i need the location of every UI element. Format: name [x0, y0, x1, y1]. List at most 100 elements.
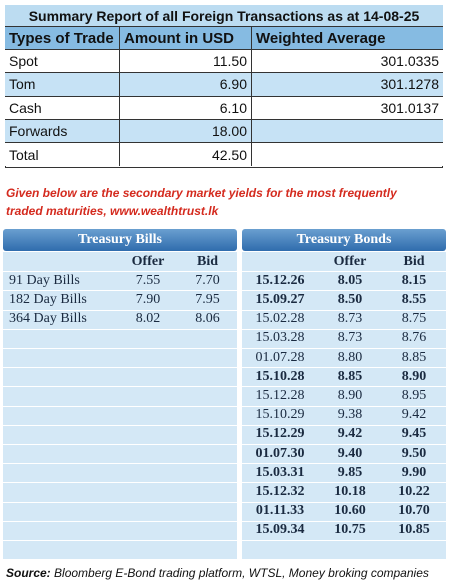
bond-yield: 9.42: [401, 407, 427, 423]
bond-yield: 9.90: [401, 464, 427, 480]
bond-yield: 8.76: [401, 330, 427, 346]
bond-yield: 9.85: [337, 464, 363, 480]
summary-header: Weighted Average: [252, 27, 443, 51]
row-divider: [242, 520, 446, 522]
trade-type: Tom: [5, 73, 120, 97]
row-divider: [242, 424, 446, 426]
row-divider: [3, 482, 237, 484]
trade-type: Forwards: [5, 119, 120, 143]
row-divider: [3, 463, 237, 465]
row-divider: [3, 328, 237, 330]
bill-yield: 8.02: [135, 311, 161, 327]
bond-yield: 9.42: [337, 426, 363, 442]
note-line: Given below are the secondary market yie…: [6, 186, 397, 200]
trade-type: Total: [5, 143, 120, 167]
bond-maturity: 15.03.31: [255, 464, 305, 480]
summary-value: 11.50: [120, 50, 252, 74]
bond-yield: 10.70: [398, 503, 430, 519]
row-divider: [3, 444, 237, 445]
row-divider: [242, 482, 446, 484]
bond-yield: 8.73: [337, 311, 363, 327]
bond-yield: 10.85: [398, 522, 430, 538]
row-divider: [3, 309, 237, 311]
bond-maturity: 01.11.33: [255, 503, 305, 519]
row-divider: [3, 501, 237, 503]
row-divider: [3, 367, 237, 369]
bills-header: Offer: [131, 253, 165, 269]
summary-value: 301.0335: [252, 50, 443, 74]
bond-maturity: 15.09.34: [255, 522, 305, 538]
bond-maturity: 01.07.28: [255, 349, 305, 365]
bill-yield: 7.95: [195, 291, 220, 307]
bond-yield: 10.60: [334, 503, 366, 519]
bonds-title: Treasury Bonds: [242, 229, 446, 251]
bond-yield: 10.18: [334, 483, 366, 499]
bond-yield: 9.40: [337, 445, 363, 461]
bond-yield: 8.90: [337, 387, 363, 403]
row-divider: [3, 386, 237, 388]
summary-value: 42.50: [120, 143, 252, 167]
bond-maturity: 15.12.28: [255, 387, 305, 403]
bonds-header: Bid: [403, 253, 425, 269]
row-divider: [242, 348, 446, 349]
summary-value: 301.0137: [252, 96, 443, 120]
bill-tenor: 91 Day Bills: [9, 272, 80, 288]
bond-yield: 8.75: [401, 311, 427, 327]
bond-maturity: 01.07.30: [255, 445, 305, 461]
bond-yield: 8.85: [337, 368, 363, 384]
bond-yield: 9.45: [401, 426, 427, 442]
source-text: Bloomberg E-Bond trading platform, WTSL,…: [54, 566, 429, 580]
bond-maturity: 15.12.32: [255, 483, 305, 499]
summary-header: Types of Trade: [5, 27, 120, 51]
summary-title: Summary Report of all Foreign Transactio…: [5, 5, 443, 27]
bond-yield: 8.55: [401, 291, 427, 307]
row-divider: [3, 424, 237, 426]
row-divider: [242, 271, 446, 273]
row-divider: [242, 328, 446, 330]
row-divider: [242, 501, 446, 503]
bond-yield: 8.73: [337, 330, 363, 346]
row-divider: [242, 386, 446, 388]
row-divider: [3, 348, 237, 349]
bill-yield: 7.55: [135, 272, 161, 288]
bond-yield: 8.05: [337, 272, 363, 288]
bill-tenor: 182 Day Bills: [9, 291, 87, 307]
bond-maturity: 15.03.28: [255, 330, 305, 346]
bond-yield: 9.50: [401, 445, 427, 461]
summary-value: 301.1278: [252, 73, 443, 97]
bills-title: Treasury Bills: [3, 229, 237, 251]
row-divider: [242, 309, 446, 311]
bond-yield: 8.80: [337, 349, 363, 365]
bond-yield: 10.75: [334, 522, 366, 538]
row-divider: [242, 444, 446, 445]
bill-yield: 8.06: [195, 311, 220, 327]
row-divider: [3, 405, 237, 407]
bond-maturity: 15.10.29: [255, 407, 305, 423]
bond-yield: 8.15: [401, 272, 427, 288]
row-divider: [242, 540, 446, 541]
row-divider: [3, 540, 237, 541]
trade-type: Spot: [5, 50, 120, 74]
bond-yield: 8.90: [401, 368, 427, 384]
bonds-header: Offer: [333, 253, 367, 269]
source-label: Source:: [6, 566, 51, 580]
bill-yield: 7.70: [195, 272, 220, 288]
bond-yield: 9.38: [337, 407, 363, 423]
row-divider: [3, 271, 237, 273]
bill-yield: 7.90: [135, 291, 161, 307]
summary-value: [252, 119, 443, 143]
bill-tenor: 364 Day Bills: [9, 311, 87, 327]
bond-yield: 8.85: [401, 349, 427, 365]
bond-maturity: 15.09.27: [255, 291, 305, 307]
summary-value: 6.90: [120, 73, 252, 97]
row-divider: [242, 367, 446, 369]
bond-maturity: 15.12.29: [255, 426, 305, 442]
note-line: traded maturities, www.wealthtrust.lk: [6, 204, 219, 218]
bond-yield: 10.22: [398, 483, 430, 499]
row-divider: [3, 520, 237, 522]
summary-value: 6.10: [120, 96, 252, 120]
row-divider: [242, 405, 446, 407]
row-divider: [242, 290, 446, 292]
bond-yield: 8.50: [337, 291, 363, 307]
